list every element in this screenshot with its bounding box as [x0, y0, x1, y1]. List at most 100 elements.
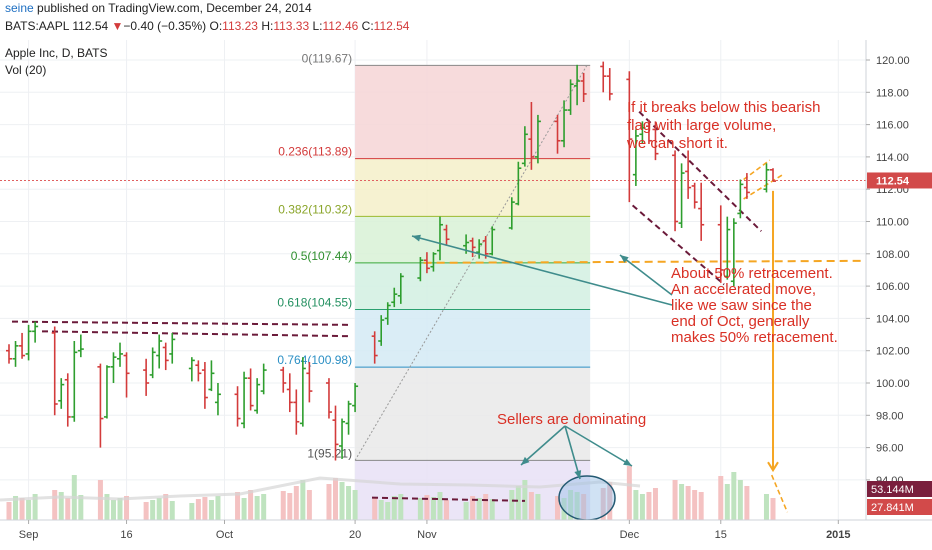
- candle: [770, 168, 777, 182]
- candle: [201, 362, 208, 409]
- candle: [489, 226, 496, 256]
- volume-bar: [398, 494, 404, 520]
- author-link[interactable]: seine: [5, 1, 34, 15]
- candle: [645, 119, 652, 144]
- candle: [567, 79, 574, 115]
- volume-level-line: [371, 496, 526, 502]
- price-tick-label: 102.00: [876, 346, 910, 358]
- price-tick-label: 110.00: [876, 217, 909, 229]
- volume-bar: [607, 482, 613, 520]
- volume-badge: [867, 481, 932, 497]
- volume-bar: [202, 497, 208, 520]
- candle: [299, 357, 306, 427]
- candle: [626, 71, 633, 203]
- time-tick-label: Dec: [620, 529, 640, 541]
- annotation-text: Sellers are dominating: [497, 411, 646, 428]
- annotation-text: end of Oct, generally: [671, 313, 810, 330]
- volume-bar: [574, 492, 580, 520]
- annotation-arrow: [520, 425, 566, 466]
- volume-bar: [143, 502, 149, 520]
- annotation-text: like we saw since the: [671, 297, 812, 314]
- price-tick-label: 116.00: [876, 120, 909, 132]
- fib-level-label: 0.618(104.55): [277, 296, 352, 310]
- current-price-badge: [867, 172, 932, 189]
- volume-bars: [0, 466, 776, 520]
- volume-bar: [208, 500, 214, 520]
- candle: [25, 324, 32, 361]
- volume-bar: [104, 494, 110, 520]
- candle: [293, 389, 300, 435]
- candle: [345, 400, 352, 435]
- price-tick-label: 106.00: [876, 281, 910, 293]
- volume-bar: [163, 494, 169, 520]
- price-tick-label: 96.00: [876, 443, 904, 455]
- volume-bar: [692, 490, 698, 520]
- arrow-head-icon: [574, 470, 582, 479]
- price-tick-label: 114.00: [876, 152, 909, 164]
- annotation-arrow: [564, 425, 633, 467]
- candle: [685, 150, 692, 199]
- volume-bar: [326, 484, 332, 520]
- candle: [332, 405, 339, 461]
- candle: [534, 114, 541, 164]
- candle: [521, 126, 528, 167]
- volume-bar: [169, 501, 175, 520]
- volume-bar: [731, 472, 737, 520]
- candle: [632, 129, 639, 186]
- volume-bar: [110, 500, 116, 520]
- arrow-head-icon: [767, 461, 779, 473]
- candle: [214, 383, 221, 416]
- volume-highlight-circle: [558, 475, 616, 521]
- annotation-text: flag with large volume,: [627, 117, 776, 134]
- candle: [247, 368, 254, 411]
- candle: [97, 363, 104, 448]
- annotation-text: About 50% retracement.: [671, 265, 833, 282]
- resistance-line: [41, 330, 349, 338]
- fib-level-label: 0.5(107.44): [291, 249, 352, 263]
- volume-bar: [385, 502, 391, 520]
- candle: [254, 378, 261, 414]
- volume-bar: [287, 493, 293, 520]
- candle: [430, 252, 437, 272]
- high-value: 113.33: [273, 19, 310, 33]
- volume-bar: [646, 492, 652, 520]
- volume-bar: [437, 492, 443, 520]
- volume-bar: [744, 486, 750, 520]
- candle: [260, 363, 267, 395]
- candle: [384, 302, 391, 325]
- candle: [639, 121, 646, 144]
- volume-bar: [509, 490, 515, 520]
- volume-ma-line: [0, 476, 641, 502]
- arrow-head-icon: [620, 255, 629, 263]
- volume-bar: [489, 499, 495, 520]
- candle: [678, 163, 685, 228]
- candle: [195, 360, 202, 382]
- volume-bar: [568, 490, 574, 520]
- candle: [339, 418, 346, 459]
- candle: [51, 326, 58, 416]
- volume-bar: [444, 500, 450, 520]
- low-value: 112.46: [322, 19, 359, 33]
- arrow-head-icon: [412, 234, 421, 242]
- volume-bar: [19, 498, 25, 520]
- candle: [528, 101, 535, 170]
- volume-bar: [215, 496, 221, 520]
- target-line: [770, 474, 789, 513]
- volume-bar: [372, 498, 378, 520]
- volume-bar: [463, 502, 469, 520]
- candle: [6, 344, 12, 364]
- retracement-50-line: [423, 259, 867, 264]
- fib-level-label: 0(119.67): [302, 51, 352, 65]
- candle: [103, 365, 110, 419]
- flag-upper-line: [743, 159, 771, 181]
- volume-bar: [633, 490, 639, 520]
- candle: [698, 182, 705, 241]
- volume-bar: [346, 486, 352, 520]
- candle: [110, 352, 117, 383]
- candle: [443, 224, 450, 246]
- resistance-line: [11, 320, 351, 326]
- down-triangle-icon: ▼: [111, 19, 124, 33]
- price-tick-label: 104.00: [876, 313, 910, 325]
- candle: [352, 383, 359, 413]
